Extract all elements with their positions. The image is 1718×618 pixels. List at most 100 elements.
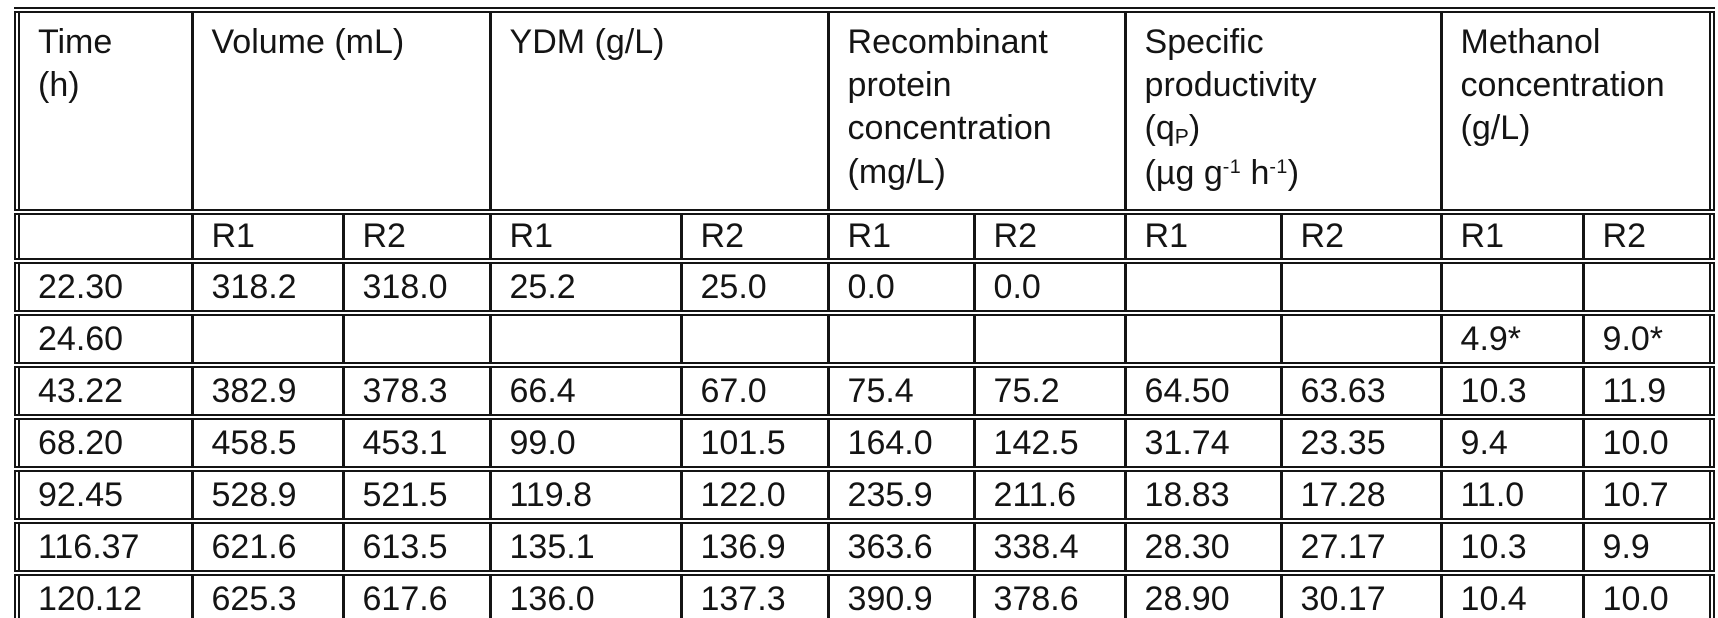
group-header-row: Time (h) Volume (mL) YDM (g/L) Recombinant pr…	[15, 7, 1714, 215]
cell-r0-c9	[1439, 258, 1585, 316]
header-line: concentration	[1461, 64, 1704, 107]
header-text: Specific	[1144, 23, 1264, 61]
cell-r3-c4: 101.5	[679, 414, 830, 472]
cell-r0-c4: 25.0	[679, 258, 830, 316]
cell-r5-c7: 28.30	[1123, 518, 1283, 576]
cell-r4-c8: 17.28	[1279, 466, 1443, 524]
header-text: YDM (g/L)	[509, 23, 665, 61]
cell-r2-c9: 10.3	[1439, 362, 1585, 420]
cell-r6-c4: 137.3	[679, 570, 830, 618]
header-text: Recombinant	[847, 23, 1048, 61]
header-line: (µg g-1 h-1)	[1145, 152, 1434, 195]
cell-r5-c10: 9.9	[1581, 518, 1714, 576]
cell-r2-c2: 378.3	[341, 362, 492, 420]
cell-r1-c5	[826, 310, 976, 368]
cell-r6-c1: 625.3	[190, 570, 345, 618]
cell-r2-c7: 64.50	[1123, 362, 1283, 420]
replicate-header-col7-r1: R1	[1123, 209, 1283, 264]
cell-r5-c0: 116.37	[15, 518, 194, 576]
cell-r0-c0: 22.30	[15, 258, 194, 316]
cell-r0-c7	[1123, 258, 1283, 316]
replicate-subheader-row: R1 R2 R1 R2 R1 R2 R1 R2 R1 R2	[15, 209, 1714, 264]
cell-r4-c10: 10.7	[1581, 466, 1714, 524]
cell-r2-c0: 43.22	[15, 362, 194, 420]
header-text: Volume (mL)	[211, 23, 405, 61]
cell-r3-c2: 453.1	[341, 414, 492, 472]
header-line: Volume (mL)	[212, 21, 483, 64]
column-group-header-methanol: Methanol concentration (g/L)	[1439, 7, 1714, 215]
data-row-time-24.60: 24.60 4.9* 9.0*	[15, 310, 1714, 368]
cell-r0-c6: 0.0	[972, 258, 1127, 316]
cell-r2-c8: 63.63	[1279, 362, 1443, 420]
cell-r2-c10: 11.9	[1581, 362, 1714, 420]
header-text: (h)	[38, 66, 80, 105]
header-text: )	[1188, 109, 1201, 148]
cell-r3-c6: 142.5	[972, 414, 1127, 472]
cell-r1-c4	[679, 310, 830, 368]
data-row-time-92.45: 92.45 528.9 521.5 119.8 122.0 235.9 211.6 18.83…	[15, 466, 1714, 524]
header-line: Time	[38, 21, 185, 64]
cell-r4-c1: 528.9	[190, 466, 345, 524]
header-line: (h)	[38, 64, 185, 107]
cell-r0-c5: 0.0	[826, 258, 976, 316]
cell-r1-c6	[972, 310, 1127, 368]
replicate-header-col5-r1: R1	[826, 209, 976, 264]
header-line: Specific	[1145, 21, 1434, 64]
table-body: 22.30 318.2 318.0 25.2 25.0 0.0 0.0 24.60 4.9* 9.…	[15, 258, 1714, 618]
empty-corner-cell	[15, 209, 194, 264]
header-text: (mg/L)	[847, 152, 946, 191]
header-text: (q	[1144, 109, 1175, 148]
cell-r1-c8	[1279, 310, 1443, 368]
header-text: (g/L)	[1460, 109, 1531, 148]
fermentation-data-table: Time (h) Volume (mL) YDM (g/L) Recombinant pr…	[14, 7, 1716, 618]
cell-r2-c1: 382.9	[190, 362, 345, 420]
cell-r0-c10	[1581, 258, 1714, 316]
cell-r0-c8	[1279, 258, 1443, 316]
cell-r5-c6: 338.4	[972, 518, 1127, 576]
cell-r6-c2: 617.6	[341, 570, 492, 618]
replicate-header-col6-r2: R2	[972, 209, 1127, 264]
header-line: (mg/L)	[848, 151, 1118, 194]
data-row-time-43.22: 43.22 382.9 378.3 66.4 67.0 75.4 75.2 64.50 63.6…	[15, 362, 1714, 420]
replicate-header-col3-r1: R1	[488, 209, 683, 264]
cell-r1-c10: 9.0*	[1581, 310, 1714, 368]
header-text: concentration	[847, 109, 1052, 148]
cell-r4-c7: 18.83	[1123, 466, 1283, 524]
cell-r3-c3: 99.0	[488, 414, 683, 472]
cell-r6-c0: 120.12	[15, 570, 194, 618]
cell-r1-c2	[341, 310, 492, 368]
replicate-header-col8-r2: R2	[1279, 209, 1443, 264]
cell-r4-c5: 235.9	[826, 466, 976, 524]
cell-r4-c3: 119.8	[488, 466, 683, 524]
replicate-header-col4-r2: R2	[679, 209, 830, 264]
cell-r2-c5: 75.4	[826, 362, 976, 420]
header-line: YDM (g/L)	[510, 21, 821, 64]
header-text: h	[1241, 153, 1270, 192]
cell-r3-c8: 23.35	[1279, 414, 1443, 472]
cell-r4-c6: 211.6	[972, 466, 1127, 524]
column-group-header-volume: Volume (mL)	[190, 7, 492, 215]
cell-r3-c7: 31.74	[1123, 414, 1283, 472]
header-text: (µg g	[1144, 153, 1223, 192]
header-line: protein	[848, 64, 1118, 107]
cell-r6-c7: 28.90	[1123, 570, 1283, 618]
header-text: Methanol	[1460, 23, 1601, 61]
cell-r5-c3: 135.1	[488, 518, 683, 576]
cell-r3-c9: 9.4	[1439, 414, 1585, 472]
header-line: productivity	[1145, 64, 1434, 107]
cell-r5-c1: 621.6	[190, 518, 345, 576]
header-line: Methanol	[1461, 21, 1704, 64]
data-row-time-68.20: 68.20 458.5 453.1 99.0 101.5 164.0 142.5 31.74 2…	[15, 414, 1714, 472]
data-row-time-116.37: 116.37 621.6 613.5 135.1 136.9 363.6 338.4 28.3…	[15, 518, 1714, 576]
cell-r3-c5: 164.0	[826, 414, 976, 472]
cell-r1-c0: 24.60	[15, 310, 194, 368]
cell-r4-c9: 11.0	[1439, 466, 1585, 524]
cell-r3-c10: 10.0	[1581, 414, 1714, 472]
column-group-header-ydm: YDM (g/L)	[488, 7, 830, 215]
cell-r1-c9: 4.9*	[1439, 310, 1585, 368]
cell-r5-c8: 27.17	[1279, 518, 1443, 576]
replicate-header-col1-r1: R1	[190, 209, 345, 264]
cell-r2-c6: 75.2	[972, 362, 1127, 420]
cell-r1-c7	[1123, 310, 1283, 368]
table-head: Time (h) Volume (mL) YDM (g/L) Recombinant pr…	[15, 7, 1714, 264]
